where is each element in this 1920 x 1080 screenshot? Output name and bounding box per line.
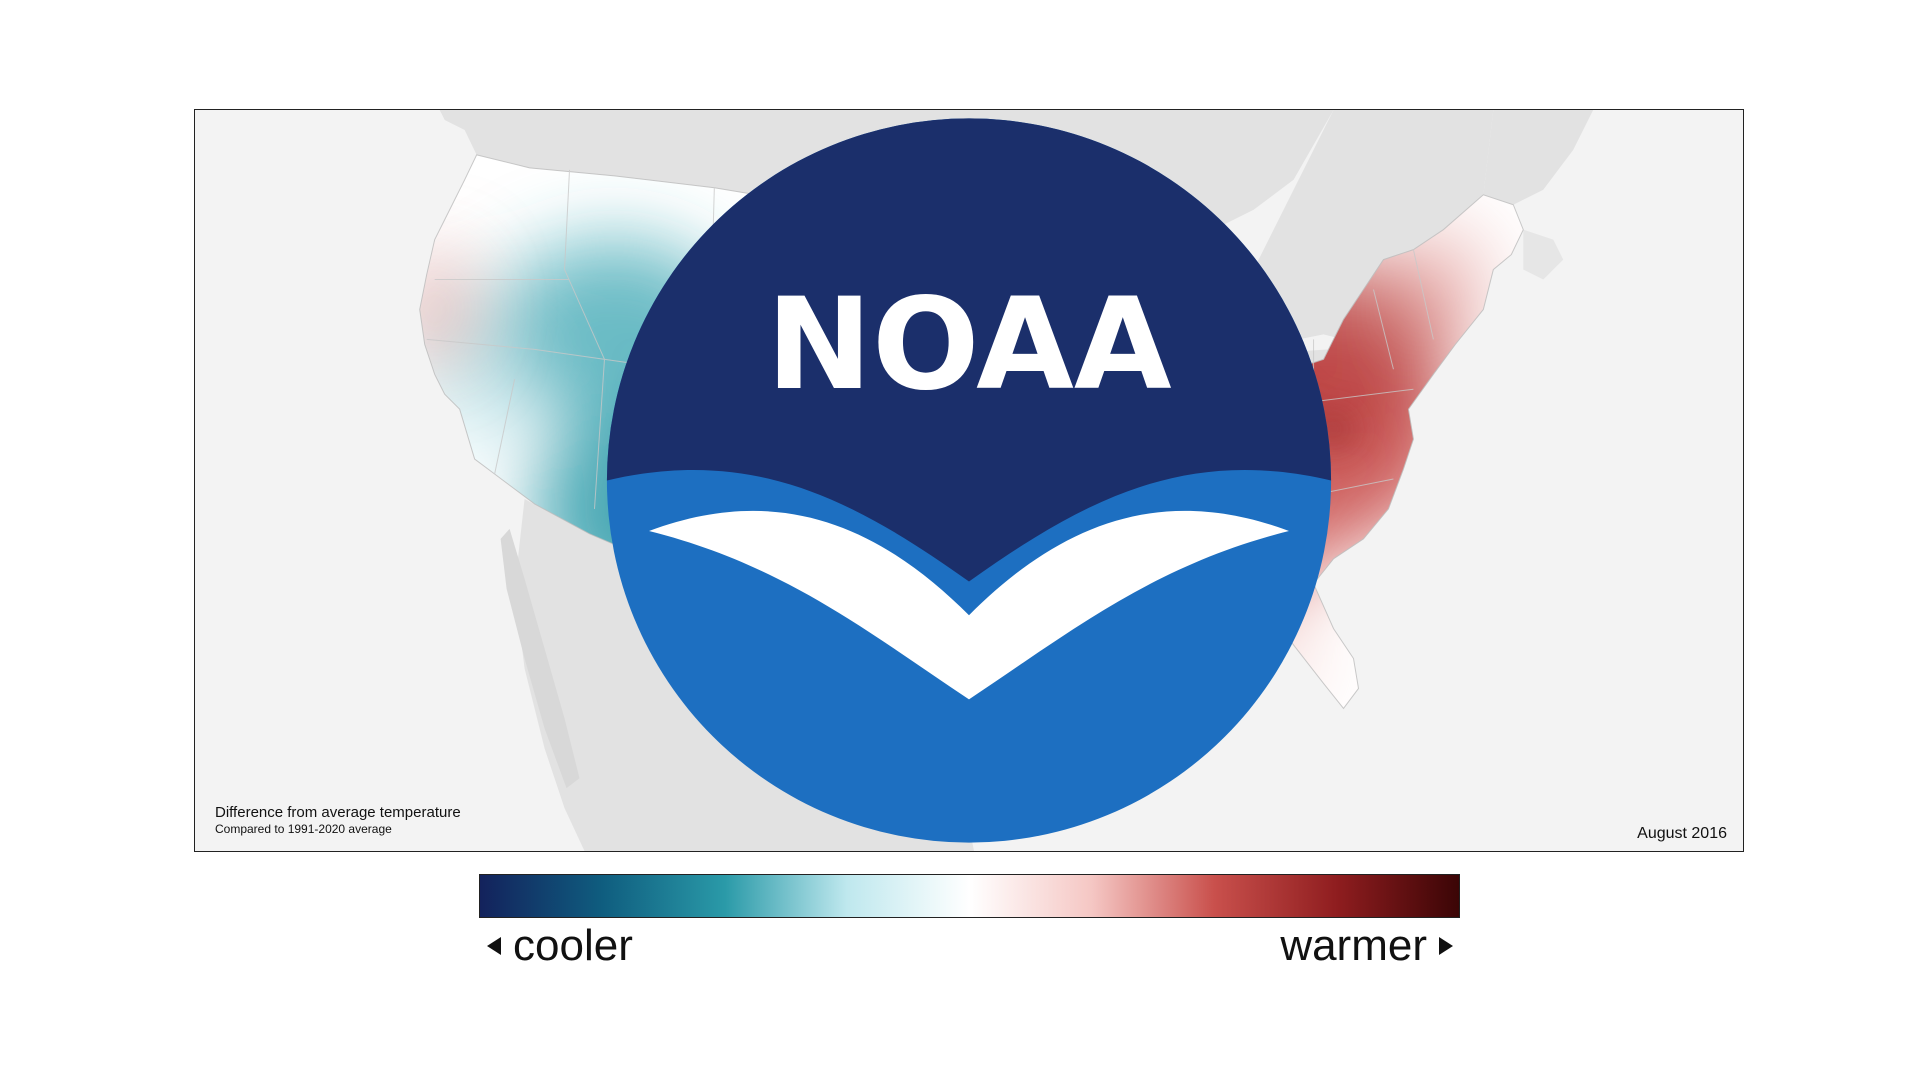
map-date: August 2016 bbox=[1637, 825, 1727, 842]
noaa-logo-text: NOAA bbox=[766, 271, 1171, 418]
temperature-anomaly-map: Difference from average temperature Comp… bbox=[194, 109, 1744, 852]
map-caption: Difference from average temperature Comp… bbox=[215, 804, 461, 837]
noaa-logo: NOAA bbox=[606, 118, 1332, 843]
legend-warmer-label: warmer bbox=[1280, 921, 1427, 970]
color-scale-bar bbox=[479, 874, 1460, 918]
legend-cooler-label: cooler bbox=[513, 921, 633, 970]
arrow-right-icon bbox=[1439, 937, 1453, 955]
caption-subtitle: Compared to 1991-2020 average bbox=[215, 822, 392, 836]
caption-title: Difference from average temperature bbox=[215, 804, 461, 821]
arrow-left-icon bbox=[487, 937, 501, 955]
legend-warmer: warmer bbox=[1280, 918, 1453, 974]
legend-cooler: cooler bbox=[487, 918, 633, 974]
